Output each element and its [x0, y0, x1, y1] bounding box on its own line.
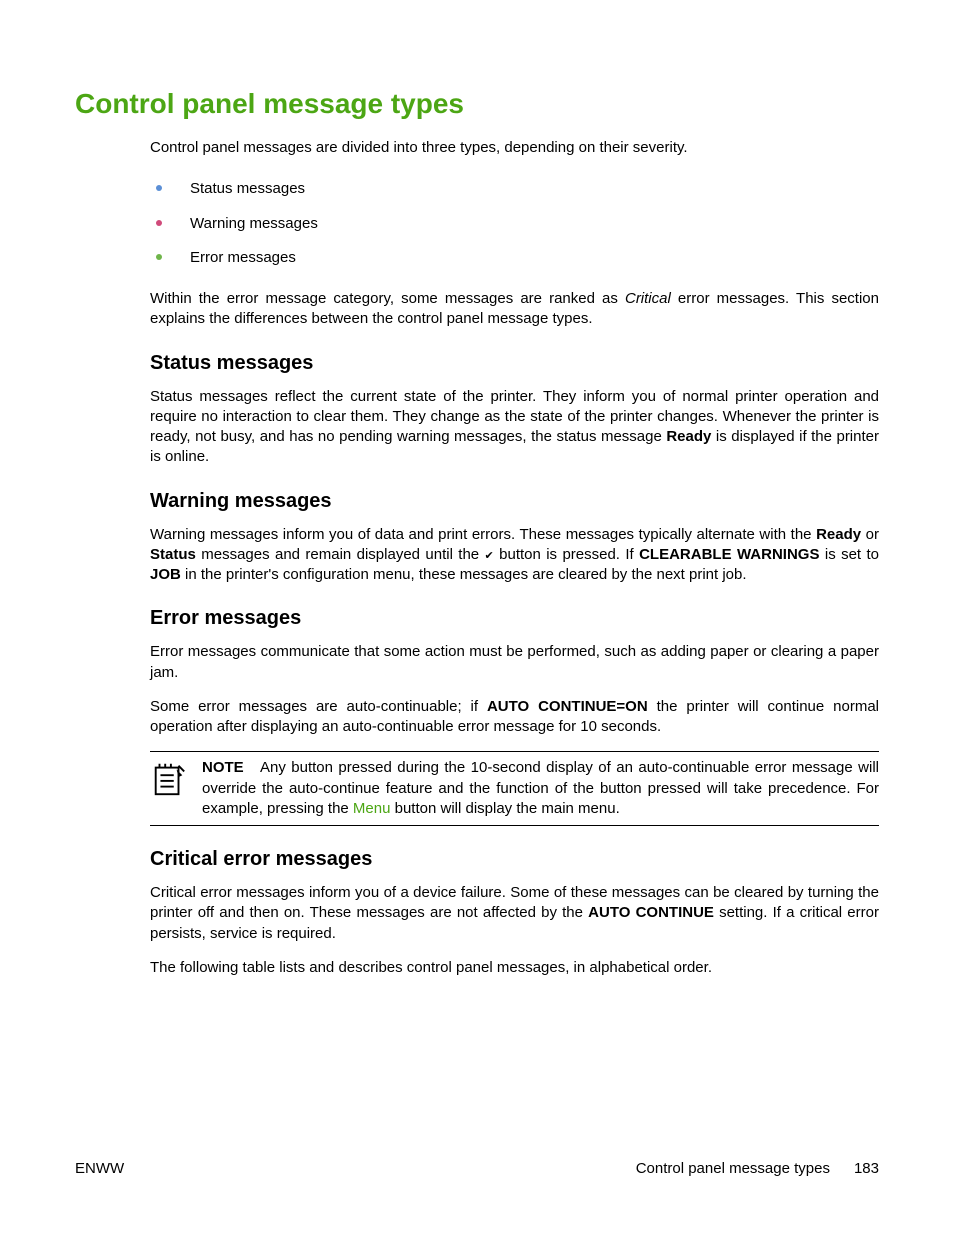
error-paragraph-2: Some error messages are auto-continuable…: [150, 697, 879, 738]
note-top-rule: [150, 751, 879, 752]
warning-paragraph: Warning messages inform you of data and …: [150, 525, 879, 586]
bold-text: Ready: [666, 428, 711, 445]
intro-paragraph: Control panel messages are divided into …: [150, 138, 879, 158]
note-icon: [150, 760, 188, 803]
text-run: or: [861, 526, 879, 543]
bold-text: AUTO CONTINUE: [588, 904, 714, 921]
intro-paragraph-2: Within the error message category, some …: [150, 289, 879, 330]
text-run: messages and remain displayed until the: [196, 546, 485, 563]
text-run: button will display the main menu.: [390, 800, 619, 817]
list-item: Error messages: [150, 241, 879, 275]
status-paragraph: Status messages reflect the current stat…: [150, 387, 879, 468]
text-run: in the printer's configuration menu, the…: [181, 566, 747, 583]
section-heading-critical: Critical error messages: [150, 848, 879, 871]
section-heading-error: Error messages: [150, 607, 879, 630]
note-bottom-rule: [150, 825, 879, 826]
bold-text: AUTO CONTINUE=ON: [487, 698, 648, 715]
text-run: Warning messages inform you of data and …: [150, 526, 816, 543]
footer-left: ENWW: [75, 1160, 124, 1177]
text-run: button is pressed. If: [494, 546, 639, 563]
page-number: 183: [854, 1160, 879, 1177]
section-heading-status: Status messages: [150, 352, 879, 375]
list-item: Warning messages: [150, 207, 879, 241]
text-run: Within the error message category, some …: [150, 290, 625, 307]
page-footer: ENWW Control panel message types 183: [75, 1160, 879, 1177]
critical-paragraph-1: Critical error messages inform you of a …: [150, 883, 879, 944]
critical-paragraph-2: The following table lists and describes …: [150, 958, 879, 978]
bold-text: Ready: [816, 526, 861, 543]
text-run: is set to: [819, 546, 879, 563]
body-content: Control panel messages are divided into …: [150, 138, 879, 978]
note-label: NOTE: [202, 759, 244, 776]
list-item: Status messages: [150, 172, 879, 206]
bold-text: CLEARABLE WARNINGS: [639, 546, 819, 563]
italic-text: Critical: [625, 290, 671, 307]
bold-text: JOB: [150, 566, 181, 583]
footer-section-label: Control panel message types: [636, 1160, 830, 1177]
note-block: NOTE Any button pressed during the 10-se…: [150, 751, 879, 826]
note-row: NOTE Any button pressed during the 10-se…: [150, 758, 879, 819]
menu-reference: Menu: [353, 800, 391, 817]
error-paragraph-1: Error messages communicate that some act…: [150, 642, 879, 683]
page-title: Control panel message types: [75, 88, 879, 120]
note-text: NOTE Any button pressed during the 10-se…: [202, 758, 879, 819]
document-page: Control panel message types Control pane…: [0, 0, 954, 1235]
section-heading-warning: Warning messages: [150, 490, 879, 513]
message-type-list: Status messages Warning messages Error m…: [150, 172, 879, 275]
text-run: Some error messages are auto-continuable…: [150, 698, 487, 715]
footer-right: Control panel message types 183: [636, 1160, 879, 1177]
bold-text: Status: [150, 546, 196, 563]
check-icon: ✔: [485, 550, 494, 562]
